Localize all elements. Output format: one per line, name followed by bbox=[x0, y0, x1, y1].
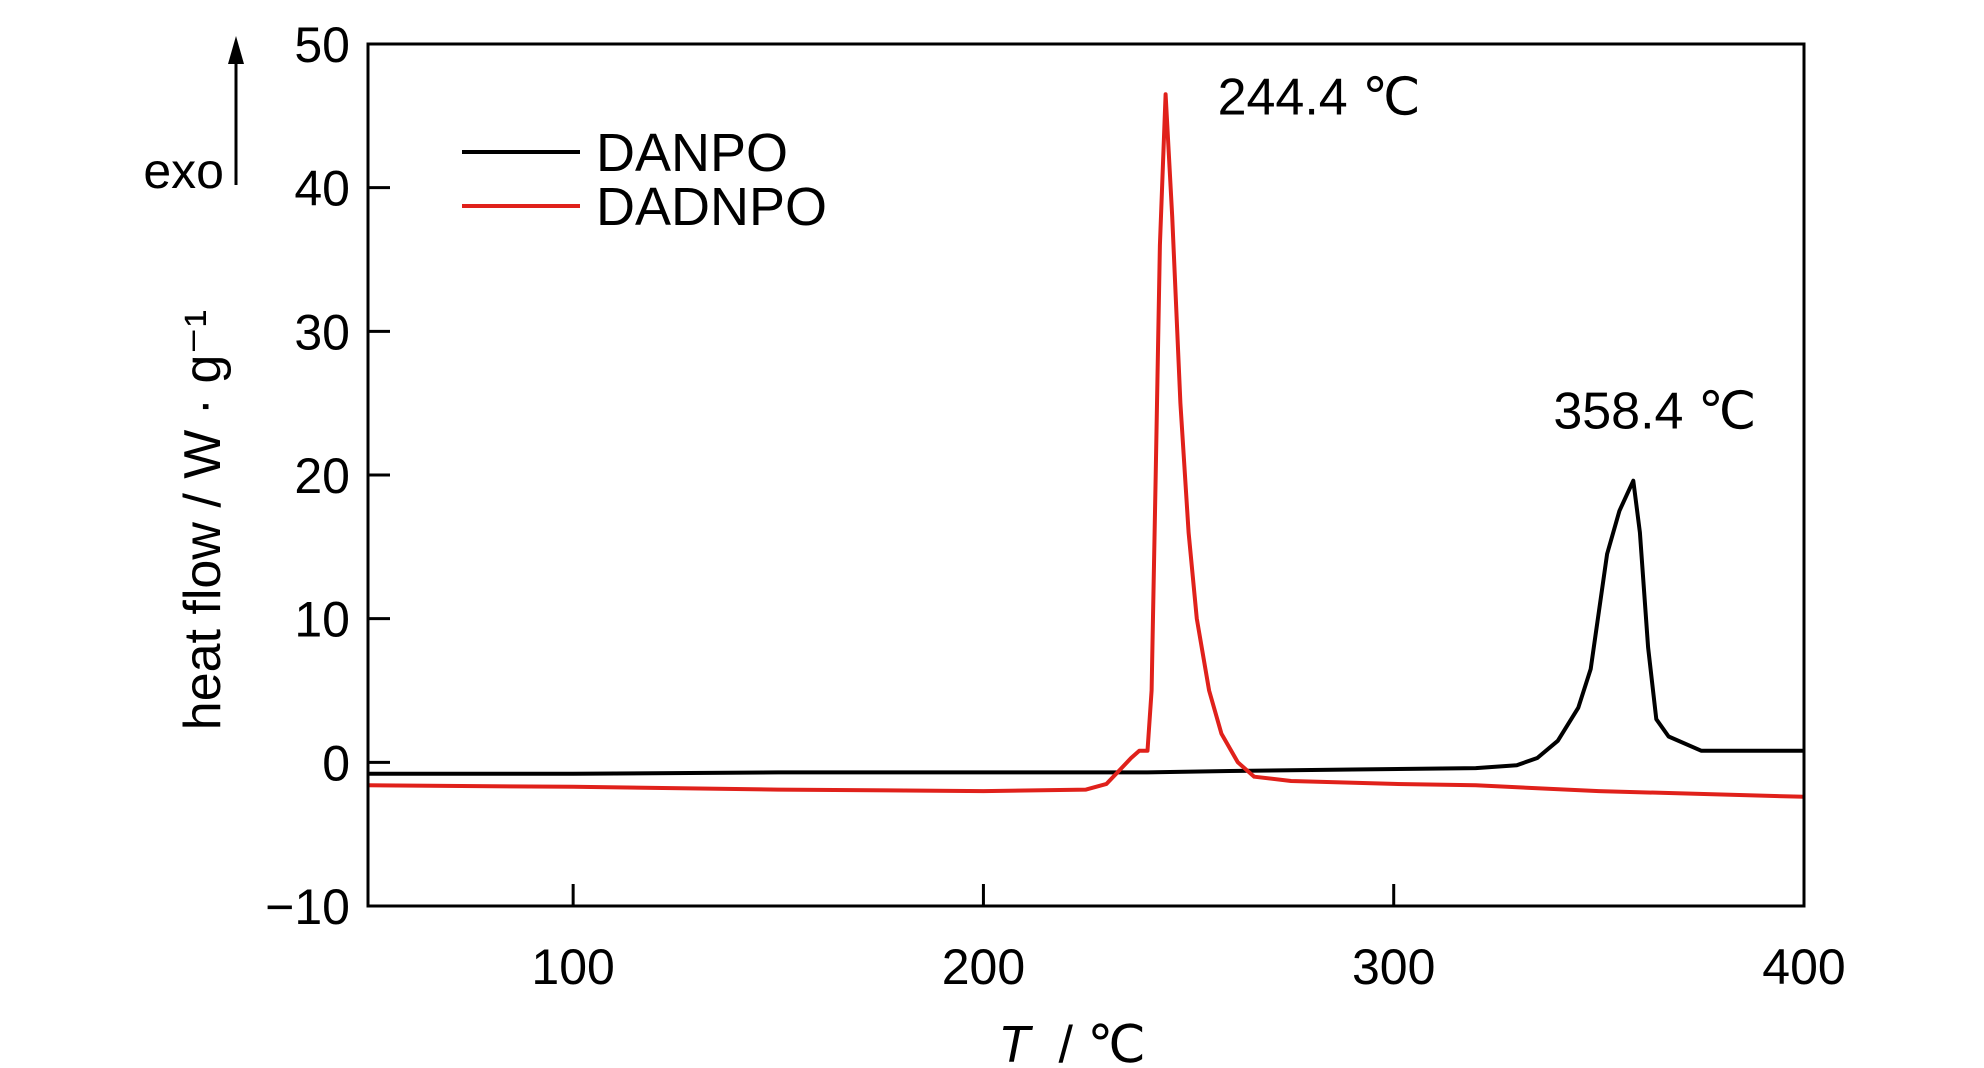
y-tick-label: 40 bbox=[294, 161, 350, 217]
peak-annotation: 358.4 ℃ bbox=[1553, 383, 1756, 441]
y-tick-label: 10 bbox=[294, 592, 350, 648]
y-axis: −10 0 10 20 30 40 50 bbox=[265, 17, 390, 935]
exo-arrow-head-icon bbox=[228, 36, 244, 64]
y-axis-title: heat flow / W · g⁻¹ bbox=[174, 310, 232, 730]
y-tick-label: 50 bbox=[294, 17, 350, 73]
y-tick-label: −10 bbox=[265, 879, 350, 935]
legend-label-dadnpo: DADNPO bbox=[596, 177, 827, 237]
series-line-danpo bbox=[368, 478, 1804, 776]
x-axis-title-unit: / ℃ bbox=[1058, 1016, 1145, 1068]
x-tick-label: 100 bbox=[531, 939, 614, 995]
y-tick-label: 30 bbox=[294, 304, 350, 360]
y-tick-label: 20 bbox=[294, 448, 350, 504]
exo-label: exo bbox=[143, 143, 224, 199]
annotations: 244.4 ℃ 358.4 ℃ bbox=[1218, 68, 1757, 440]
x-axis-title: T / ℃ bbox=[998, 1016, 1146, 1068]
x-tick-label: 400 bbox=[1762, 939, 1845, 995]
legend-label-danpo: DANPO bbox=[596, 123, 788, 183]
plot-frame bbox=[366, 42, 1806, 908]
y-tick-label: 0 bbox=[322, 735, 350, 791]
x-tick-label: 200 bbox=[942, 939, 1025, 995]
x-axis: 100 200 300 400 bbox=[531, 884, 1846, 995]
x-axis-title-variable: T bbox=[998, 1016, 1033, 1068]
plot-content bbox=[367, 92, 1805, 799]
exo-indicator: exo bbox=[143, 36, 244, 199]
x-tick-label: 300 bbox=[1352, 939, 1435, 995]
series-line-dadnpo bbox=[367, 92, 1805, 799]
peak-annotation: 244.4 ℃ bbox=[1218, 68, 1421, 126]
